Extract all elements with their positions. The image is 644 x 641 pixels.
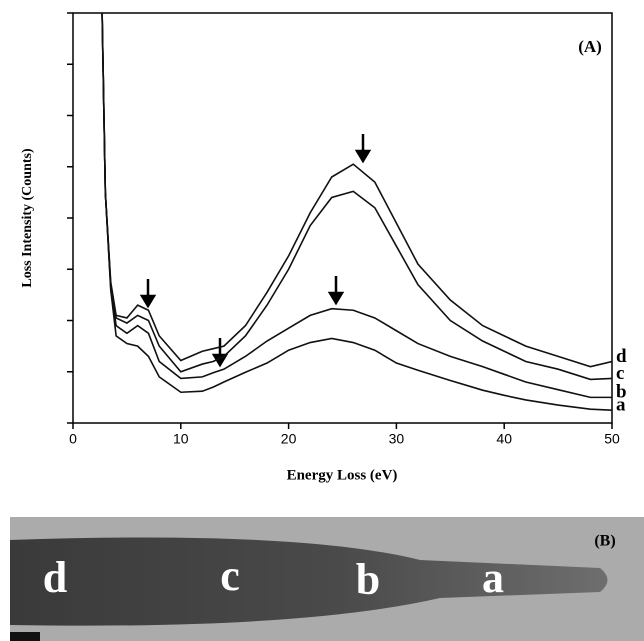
region-label: c [220, 551, 240, 600]
x-tick-label: 30 [389, 431, 405, 447]
x-tick-label: 40 [496, 431, 512, 447]
tem-rod [10, 537, 608, 626]
scale-bar [10, 632, 40, 641]
panel-label: (A) [578, 37, 602, 56]
series-label: d [616, 346, 627, 367]
x-tick-label: 20 [281, 431, 297, 447]
region-label: b [356, 555, 380, 604]
region-label: d [43, 553, 67, 602]
y-axis-label: Loss Intensity (Counts) [20, 148, 35, 288]
x-tick-label: 50 [604, 431, 620, 447]
panel-label: (B) [594, 533, 615, 550]
arrows [139, 134, 372, 368]
series-label: b [616, 382, 627, 403]
series-label: a [616, 395, 626, 416]
series-line [101, 13, 612, 411]
series-group [101, 13, 612, 411]
series-line [101, 13, 612, 381]
x-tick-label: 10 [173, 431, 189, 447]
x-tick-label: 0 [69, 431, 77, 447]
series-label: c [616, 363, 624, 384]
series-line [101, 13, 612, 399]
region-label: a [482, 553, 504, 602]
panel-b: (B) d c b a [10, 517, 644, 641]
x-axis-label: Energy Loss (eV) [287, 467, 398, 483]
series-line [101, 13, 612, 368]
plot-frame [72, 12, 613, 424]
